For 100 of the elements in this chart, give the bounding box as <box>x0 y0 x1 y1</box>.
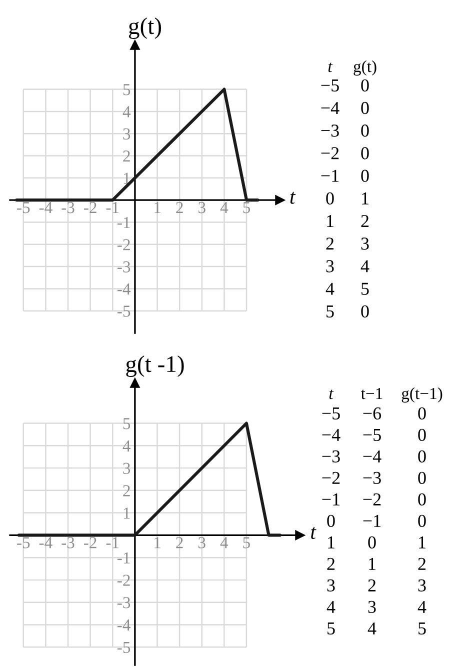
x-tick-label: 5 <box>243 537 250 548</box>
text: g(t−1) <box>402 387 442 403</box>
text: 0 <box>418 428 426 442</box>
text: 0 <box>361 147 369 160</box>
y-tick-label: 2 <box>123 150 130 162</box>
x-tick-label: -4 <box>39 202 52 214</box>
text: 0 <box>418 493 426 506</box>
y-tick-label: -5 <box>117 642 130 654</box>
text: 5 <box>328 622 335 635</box>
y-tick-label: 5 <box>123 84 130 96</box>
text: 2 <box>418 558 426 570</box>
text: 3 <box>368 600 376 614</box>
x-axis-title: t <box>290 192 296 204</box>
text: −3 <box>363 472 381 484</box>
text: −5 <box>363 429 381 442</box>
x-tick-label: -2 <box>84 537 96 548</box>
text: 2 <box>368 579 376 592</box>
y-tick-label: 3 <box>123 128 130 140</box>
text: −3 <box>321 124 339 137</box>
text: t−1 <box>360 388 382 400</box>
x-tick-label: 3 <box>198 537 206 548</box>
text: −5 <box>322 408 340 420</box>
y-tick-label: 5 <box>123 418 130 430</box>
text: 0 <box>361 170 369 182</box>
y-tick-label: -3 <box>117 597 130 608</box>
text: 4 <box>360 260 370 272</box>
text: 1 <box>362 192 368 204</box>
text: 0 <box>327 514 335 528</box>
x-tick-label: 2 <box>176 202 183 214</box>
y-tick-label: -3 <box>118 261 130 272</box>
x-tick-label: 2 <box>176 537 183 548</box>
y-tick-label: -5 <box>118 306 130 317</box>
y-tick-label: -1 <box>118 217 130 228</box>
text: g(t) <box>354 60 376 76</box>
text: 5 <box>418 622 426 635</box>
x-tick-label: 5 <box>243 202 250 214</box>
x-tick-label: 4 <box>220 202 228 214</box>
text: 2 <box>361 214 369 227</box>
text: 3 <box>327 579 335 592</box>
y-tick-label: 3 <box>123 462 130 474</box>
x-tick-label: 1 <box>154 202 160 214</box>
text: −1 <box>321 170 339 182</box>
chart-title: g(t) <box>128 18 162 39</box>
x-tick-label: 3 <box>198 202 206 214</box>
y-tick-label: -4 <box>118 284 131 294</box>
text: 4 <box>326 600 336 613</box>
text: 5 <box>362 282 369 295</box>
text: −1 <box>322 493 340 506</box>
text: 0 <box>418 407 426 420</box>
y-tick-label: -1 <box>117 552 130 564</box>
y-tick-label: 4 <box>122 440 130 452</box>
text: −5 <box>321 80 339 92</box>
x-tick-label: 4 <box>220 537 228 548</box>
x-axis-title: t <box>311 527 316 539</box>
text: t <box>329 390 334 400</box>
text: 1 <box>369 558 376 570</box>
text: 5 <box>326 306 334 318</box>
text: −2 <box>322 472 340 484</box>
x-tick-label: -3 <box>62 537 74 548</box>
x-tick-label: 1 <box>154 537 160 548</box>
text: 0 <box>361 124 369 137</box>
text: −6 <box>363 407 382 420</box>
x-tick-label: -5 <box>17 537 30 548</box>
text: 0 <box>361 102 369 114</box>
text: −1 <box>363 514 381 527</box>
text: 3 <box>418 579 426 592</box>
y-tick-label: 1 <box>124 508 130 519</box>
text: 2 <box>326 238 334 250</box>
text: 0 <box>368 536 376 549</box>
y-tick-label: -2 <box>118 239 130 250</box>
x-tick-label: -5 <box>17 202 30 214</box>
text: −4 <box>321 102 340 114</box>
text: 0 <box>418 514 426 528</box>
chart-title: g(t -1) <box>126 356 184 377</box>
text: −4 <box>363 450 382 462</box>
y-tick-label: -4 <box>117 620 130 630</box>
text: t <box>328 62 333 72</box>
x-tick-label: -1 <box>106 202 119 214</box>
text: 4 <box>368 622 376 634</box>
text: 4 <box>326 282 334 295</box>
x-tick-label: -3 <box>62 202 74 214</box>
text: 0 <box>418 450 426 463</box>
x-tick-label: -2 <box>84 202 96 214</box>
text: 0 <box>361 305 369 318</box>
text: −4 <box>322 428 340 441</box>
text: 3 <box>326 260 334 272</box>
text: −2 <box>321 147 339 160</box>
text: −3 <box>322 450 340 463</box>
x-tick-label: -4 <box>39 537 52 548</box>
text: 0 <box>361 79 369 92</box>
text: 1 <box>327 215 334 227</box>
text: 4 <box>418 600 426 613</box>
text: 0 <box>418 472 426 484</box>
text: 0 <box>326 192 334 205</box>
text: 3 <box>361 238 369 250</box>
y-tick-label: -2 <box>117 574 130 586</box>
y-tick-label: 2 <box>123 485 130 496</box>
x-tick-label: -1 <box>106 537 119 548</box>
y-tick-label: 4 <box>122 106 131 118</box>
text: 2 <box>327 558 335 570</box>
